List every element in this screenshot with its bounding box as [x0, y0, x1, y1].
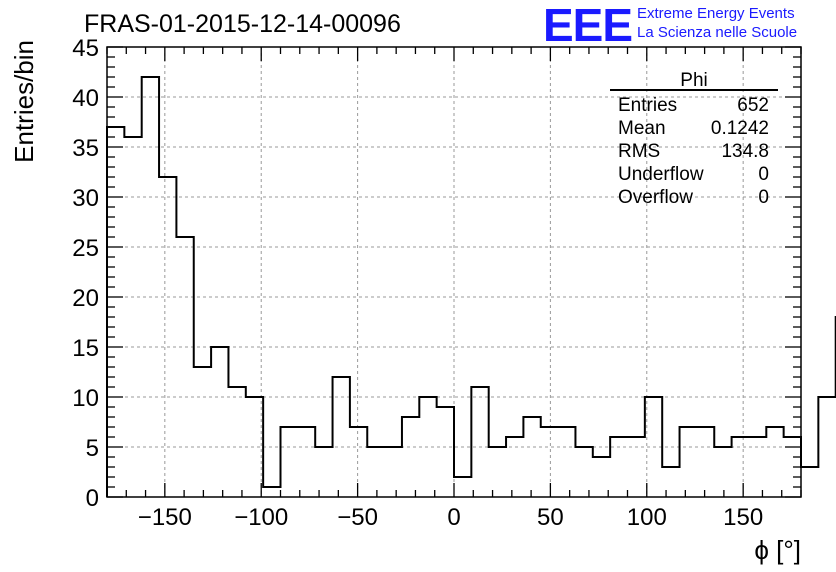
- stats-box: Phi Entries 652 Mean 0.1242 RMS 134.8 Underflo…: [610, 70, 778, 208]
- stats-row-label: RMS: [618, 141, 660, 162]
- stats-row-value: 134.8: [721, 141, 769, 162]
- x-tick-label: 150: [723, 504, 763, 531]
- axis-ticks: [106, 46, 802, 498]
- stats-row-value: 0.1242: [711, 118, 769, 139]
- stats-row-value: 652: [737, 95, 769, 116]
- y-tick-label: 30: [72, 185, 99, 212]
- x-axis-label: ϕ [°]: [754, 535, 801, 565]
- logo-caption-line2: La Scienza nelle Scuole: [637, 24, 798, 41]
- stats-row-value: 0: [758, 187, 769, 208]
- x-tick-label: −150: [138, 504, 192, 531]
- logo-caption: Extreme Energy Events La Scienza nelle S…: [637, 4, 797, 42]
- x-tick-label: −100: [234, 504, 288, 531]
- y-tick-label: 25: [72, 235, 99, 262]
- y-tick-label: 45: [72, 35, 99, 62]
- logo-caption-line1: Extreme Energy Events: [637, 5, 795, 22]
- y-tick-label: 15: [72, 335, 99, 362]
- x-tick-label: 50: [537, 504, 564, 531]
- y-tick-label: 10: [72, 385, 99, 412]
- y-tick-label: 40: [72, 85, 99, 112]
- stats-box-title: Phi: [680, 70, 707, 91]
- stats-row-label: Overflow: [618, 187, 693, 208]
- eee-logo: EEE: [543, 0, 633, 51]
- y-tick-label: 20: [72, 285, 99, 312]
- stats-row-label: Mean: [618, 118, 666, 139]
- chart-title: FRAS-01-2015-12-14-00096: [84, 10, 401, 38]
- x-tick-label: −50: [337, 504, 378, 531]
- y-tick-label: 5: [86, 435, 99, 462]
- x-tick-label: 0: [447, 504, 460, 531]
- stats-row-label: Underflow: [618, 164, 704, 185]
- y-tick-label: 35: [72, 135, 99, 162]
- y-axis-label: Entries/bin: [9, 40, 39, 163]
- tick-labels: −150 −100 −50 0 50 100 150 0 5 10 15 20 25 30 35 40 45: [72, 35, 763, 531]
- stats-row-label: Entries: [618, 95, 677, 116]
- plot-frame: [106, 46, 802, 498]
- histogram-line: [106, 76, 836, 497]
- stats-row-value: 0: [758, 164, 769, 185]
- x-tick-label: 100: [627, 504, 667, 531]
- y-tick-label: 0: [86, 485, 99, 512]
